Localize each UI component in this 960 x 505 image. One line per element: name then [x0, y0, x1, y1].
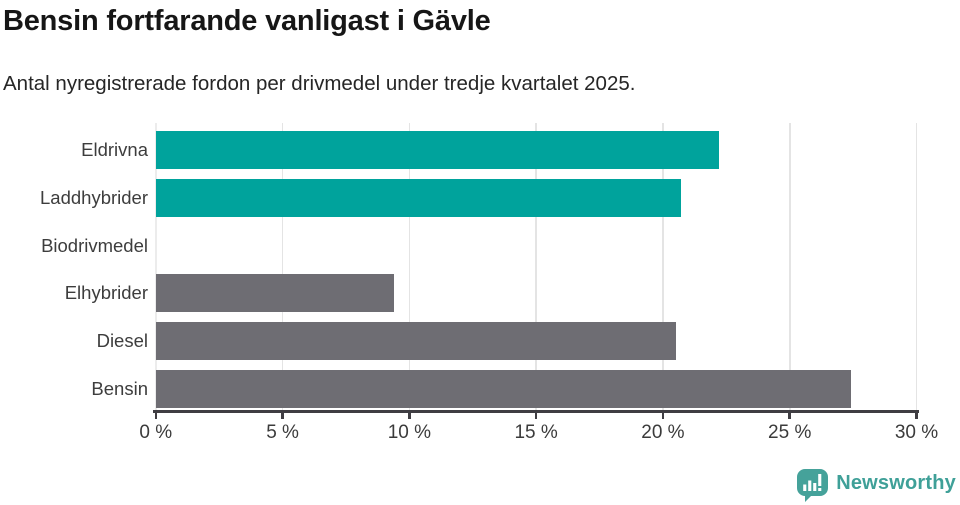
x-tick-mark	[154, 412, 158, 419]
category-label-eldrivna: Eldrivna	[81, 139, 148, 160]
category-label-laddhybrider: Laddhybrider	[40, 186, 148, 208]
x-tick-label: 30 %	[894, 422, 939, 443]
bar-eldrivna	[155, 131, 719, 169]
x-tick-label: 25 %	[768, 422, 812, 443]
newsworthy-logo-icon	[797, 468, 829, 502]
x-tick-mark	[408, 412, 411, 419]
x-tick-label: 10 %	[387, 422, 432, 443]
x-tick-mark	[915, 412, 918, 419]
category-label-elhybrider: Elhybrider	[64, 282, 148, 304]
chart-title: Bensin fortfarande vanligast i Gävle	[3, 5, 491, 37]
x-tick-label: 20 %	[641, 422, 685, 443]
brand-name: Newsworthy	[836, 472, 956, 494]
gridline-30	[915, 123, 918, 410]
x-tick-mark	[788, 412, 791, 419]
gridline-15	[535, 123, 537, 410]
category-label-diesel: Diesel	[96, 330, 148, 352]
gridline-10	[408, 123, 411, 410]
gridline-0	[155, 123, 157, 410]
chart-subtitle: Antal nyregistrerade fordon per drivmede…	[3, 72, 636, 95]
x-tick-mark	[534, 412, 538, 419]
gridline-5	[281, 123, 284, 410]
brand-footer: Newsworthy	[797, 468, 956, 502]
gridline-25	[788, 123, 791, 410]
category-label-biodrivmedel: Biodrivmedel	[41, 234, 148, 256]
gridline-20	[662, 123, 664, 410]
x-tick-mark	[281, 412, 284, 419]
bar-laddhybrider	[155, 178, 681, 217]
bar-diesel	[155, 322, 676, 361]
bar-bensin	[155, 369, 851, 408]
x-tick-mark	[661, 412, 665, 419]
x-tick-label: 15 %	[514, 422, 558, 443]
bar-elhybrider	[155, 274, 395, 313]
category-label-bensin: Bensin	[91, 377, 148, 399]
x-tick-label: 5 %	[266, 422, 299, 443]
x-axis-line	[153, 410, 919, 413]
x-tick-label: 0 %	[139, 422, 173, 443]
